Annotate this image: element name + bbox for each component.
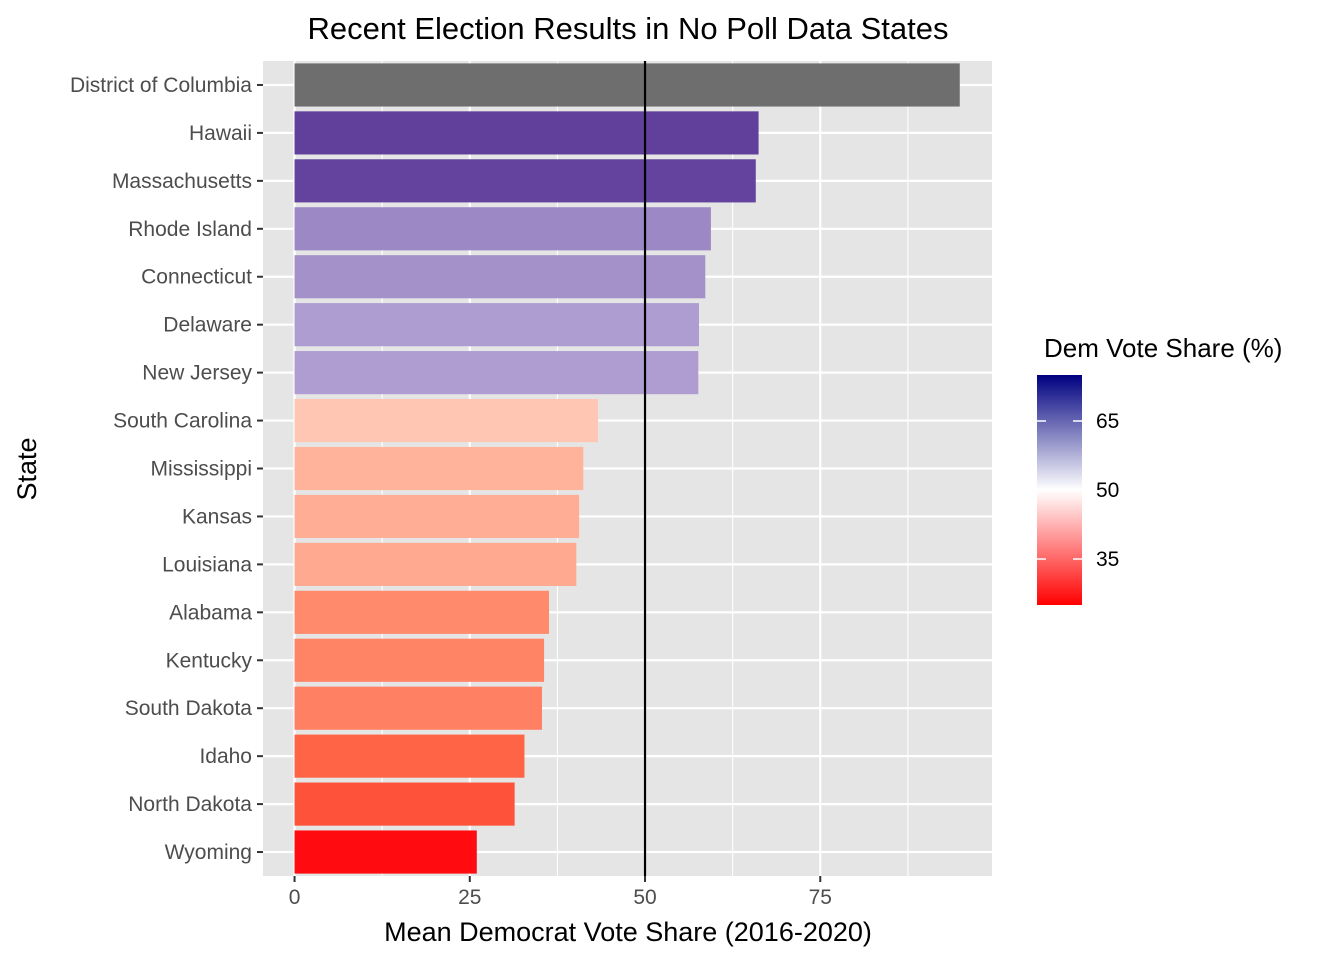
bars	[294, 63, 960, 874]
bar	[294, 303, 699, 347]
y-tick-label: Delaware	[163, 314, 252, 337]
x-tick-label: 25	[458, 886, 481, 909]
y-tick-label: Connecticut	[141, 266, 252, 289]
y-tick-label: Wyoming	[165, 841, 252, 864]
legend-tick-label: 65	[1096, 410, 1119, 433]
bar	[294, 782, 515, 826]
bar	[294, 207, 711, 251]
y-tick-label: Kentucky	[166, 649, 253, 672]
x-axis-title: Mean Democrat Vote Share (2016-2020)	[384, 917, 872, 947]
bar	[294, 351, 699, 395]
y-tick-label: South Carolina	[113, 410, 252, 433]
y-tick-label: North Dakota	[128, 793, 252, 816]
bar	[294, 494, 580, 539]
bar	[294, 638, 545, 682]
bar	[294, 446, 584, 491]
y-axis: District of Columbia Hawaii Massachusetts R…	[70, 74, 263, 864]
bar	[294, 159, 756, 203]
y-tick-label: District of Columbia	[70, 74, 252, 97]
bar	[294, 686, 542, 730]
y-axis-title: State	[12, 437, 42, 500]
legend-tick-label: 35	[1096, 548, 1119, 571]
bar	[294, 830, 477, 874]
bar	[294, 111, 759, 155]
y-tick-label: Alabama	[169, 601, 252, 624]
legend-title: Dem Vote Share (%)	[1044, 333, 1282, 363]
y-tick-label: Louisiana	[162, 553, 252, 576]
bar	[294, 542, 577, 586]
x-tick-label: 75	[809, 886, 832, 909]
bar	[294, 63, 960, 107]
bar	[294, 590, 549, 634]
x-tick-label: 50	[633, 886, 656, 909]
y-tick-label: South Dakota	[125, 697, 253, 720]
y-tick-label: Massachusetts	[112, 170, 252, 193]
bar	[294, 398, 599, 443]
y-tick-label: Mississippi	[150, 458, 252, 481]
bar	[294, 255, 706, 299]
y-tick-label: Idaho	[199, 745, 252, 768]
y-tick-label: New Jersey	[142, 362, 252, 385]
y-tick-label: Rhode Island	[128, 218, 252, 241]
x-axis: 0 25 50 75	[289, 876, 832, 909]
color-legend: Dem Vote Share (%) 35 50 65	[1037, 333, 1282, 605]
bar	[294, 734, 525, 778]
x-tick-label: 0	[289, 886, 301, 909]
chart-title: Recent Election Results in No Poll Data …	[308, 11, 949, 46]
y-tick-label: Hawaii	[189, 122, 252, 145]
y-tick-label: Kansas	[182, 505, 252, 528]
legend-tick-label: 50	[1096, 479, 1119, 502]
legend-ticks: 35 50 65	[1037, 410, 1119, 571]
